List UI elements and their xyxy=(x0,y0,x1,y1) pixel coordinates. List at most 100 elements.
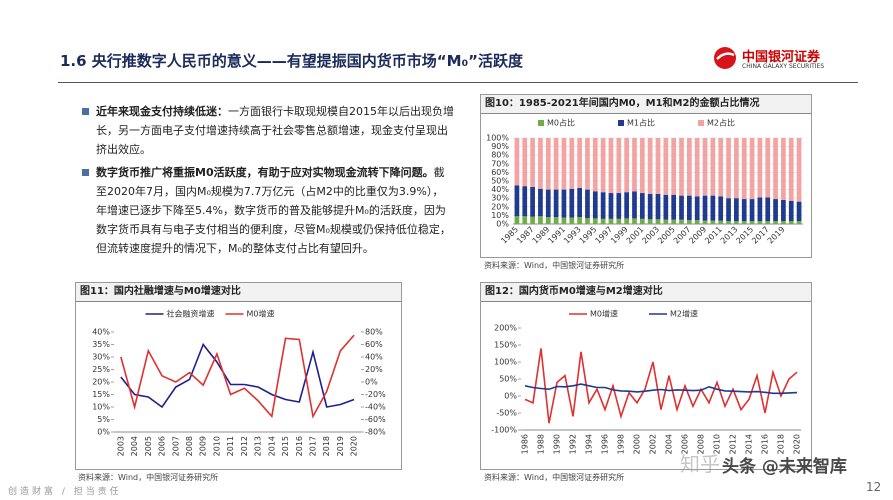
x-tick-label: 2010 xyxy=(212,436,221,456)
bar-segment xyxy=(569,217,575,224)
legend-label: M1占比 xyxy=(627,118,655,128)
bar-segment xyxy=(530,138,535,188)
bullet-list: 近年来现金支付持续低迷：一方面银行卡取现规模自2015年以后出现负增长，另一方面… xyxy=(82,102,454,262)
bar-segment xyxy=(647,193,653,220)
x-tick-label: 2017 xyxy=(308,436,317,456)
y-tick-label: 10% xyxy=(491,211,509,220)
bar-segment xyxy=(741,199,747,221)
bar-segment xyxy=(726,220,731,224)
bar-segment xyxy=(530,187,535,217)
bar-segment xyxy=(592,191,598,219)
x-tick-label: 2002 xyxy=(649,434,658,454)
bar-segment xyxy=(608,218,614,224)
bullet-text: 截至2020年7月，国内M₀规模为7.7万亿元（占M2中的比重仅为3.9%），年… xyxy=(96,166,451,255)
bar-segment xyxy=(788,138,794,201)
x-tick-label: 2004 xyxy=(665,434,674,454)
bar-segment xyxy=(718,196,724,221)
bar-segment xyxy=(530,216,535,224)
x-tick-label: 2008 xyxy=(697,434,706,454)
chart: -100% -50% 0% 50% 100% 150% 200% 1986 1988 1990 19… xyxy=(491,309,801,455)
y-tick-label: 40% xyxy=(92,328,110,337)
bar-segment xyxy=(671,194,677,220)
y-tick-label: 0% xyxy=(496,220,509,229)
y-tick-label: -60% xyxy=(365,415,386,424)
x-tick-label: 2004 xyxy=(130,436,139,456)
bar-segment xyxy=(679,195,684,220)
bar-segment xyxy=(624,192,629,219)
y-tick-label: 20% xyxy=(92,378,110,387)
bar-segment xyxy=(734,220,739,224)
slide-title: 1.6 央行推数字人民币的意义——有望提振国内货币市场“M₀”活跃度 xyxy=(60,52,524,70)
x-tick-label: 2016 xyxy=(295,436,304,456)
bar-segment xyxy=(788,200,794,221)
bar-segment xyxy=(757,197,763,221)
bullet-bold: 数字货币推广将重振M0活跃度，有助于应对实物现金流转下降问题。 xyxy=(96,166,434,179)
slogan: 创造财富 / 担当责任 xyxy=(8,487,122,497)
rule xyxy=(58,82,858,83)
bullet: 近年来现金支付持续低迷：一方面银行卡取现规模自2015年以后出现负增长，另一方面… xyxy=(82,102,454,159)
bar-segment xyxy=(702,138,708,196)
bar-segment xyxy=(608,138,614,194)
y-tick-label: 30% xyxy=(491,194,509,203)
y-tick-label: 150% xyxy=(494,341,517,350)
chart-box: 图10：1985-2021年间国内M0，M1和M2的金额占比情况 0% 10% 20… xyxy=(480,94,812,258)
y-tick-label: 100% xyxy=(486,134,509,143)
bar-segment xyxy=(561,189,567,218)
bar-segment xyxy=(600,192,606,219)
x-tick-label: 1988 xyxy=(537,434,546,454)
legend-swatch xyxy=(698,120,704,126)
bar-segment xyxy=(577,217,582,224)
bar-segment xyxy=(773,138,778,200)
bar-segment xyxy=(647,138,653,194)
legend-label: M0增速 xyxy=(247,309,275,319)
logo-icon xyxy=(714,47,736,69)
bar-segment xyxy=(671,138,677,195)
bar-segment xyxy=(514,216,520,224)
bullet-text: 一方面银行卡取现规模自2015年以后出现负增长，另一方面电子支付增速持续高于社会… xyxy=(96,105,454,156)
legend-label: M2占比 xyxy=(707,118,735,128)
legend-label: M0占比 xyxy=(547,118,575,128)
y-tick-label: 80% xyxy=(365,328,383,337)
bar-segment xyxy=(624,138,629,193)
chart-title: 图10：1985-2021年间国内M0，M1和M2的金额占比情况 xyxy=(481,95,811,114)
bar-segment xyxy=(616,138,622,194)
chart: 0%10%20%30%40%50%60%70%80%90%100%1985198… xyxy=(486,118,803,246)
bar-segment xyxy=(553,138,559,190)
bullet-bold: 近年来现金支付持续低迷： xyxy=(96,105,228,118)
bar-segment xyxy=(639,193,645,219)
bar-segment xyxy=(687,220,692,224)
bar-segment xyxy=(514,185,520,217)
bar-segment xyxy=(663,219,669,224)
bar-segment xyxy=(538,188,543,217)
bar-segment xyxy=(679,219,684,224)
bar-segment xyxy=(632,191,637,219)
bar-segment xyxy=(561,217,567,224)
bar-segment xyxy=(592,218,598,224)
x-tick-label: 1992 xyxy=(569,434,578,454)
y-tick-label: 80% xyxy=(491,151,509,160)
bar-segment xyxy=(773,199,778,221)
chart: 0% 5% 10% 15% 20% 25% 30% 35% 40% -80% -60% -40% -20… xyxy=(92,309,386,457)
bullet: 数字货币推广将重振M0活跃度，有助于应对实物现金流转下降问题。截至2020年7月… xyxy=(82,163,454,258)
x-tick-label: 2009 xyxy=(199,436,208,456)
bar-segment xyxy=(663,194,669,220)
bar-segment xyxy=(757,138,763,198)
bar-segment xyxy=(796,138,802,202)
chart-title: 图11：国内社融增速与M0增速对比 xyxy=(76,283,401,302)
bar-segment xyxy=(734,138,739,199)
bar-segment xyxy=(796,201,802,221)
bar-segment xyxy=(796,220,802,224)
bar-segment xyxy=(538,138,543,189)
y-tick-label: -80% xyxy=(365,428,386,437)
bar-segment xyxy=(624,218,629,224)
bar-segment xyxy=(710,195,716,221)
bar-segment xyxy=(671,219,677,224)
bar-segment xyxy=(702,195,708,221)
y-tick-label: 60% xyxy=(365,340,383,349)
y-tick-label: 90% xyxy=(491,142,509,151)
legend-swatch xyxy=(618,120,624,126)
bar-segment xyxy=(781,199,786,221)
y-tick-label: 30% xyxy=(92,353,110,362)
y-tick-label: -20% xyxy=(365,390,386,399)
